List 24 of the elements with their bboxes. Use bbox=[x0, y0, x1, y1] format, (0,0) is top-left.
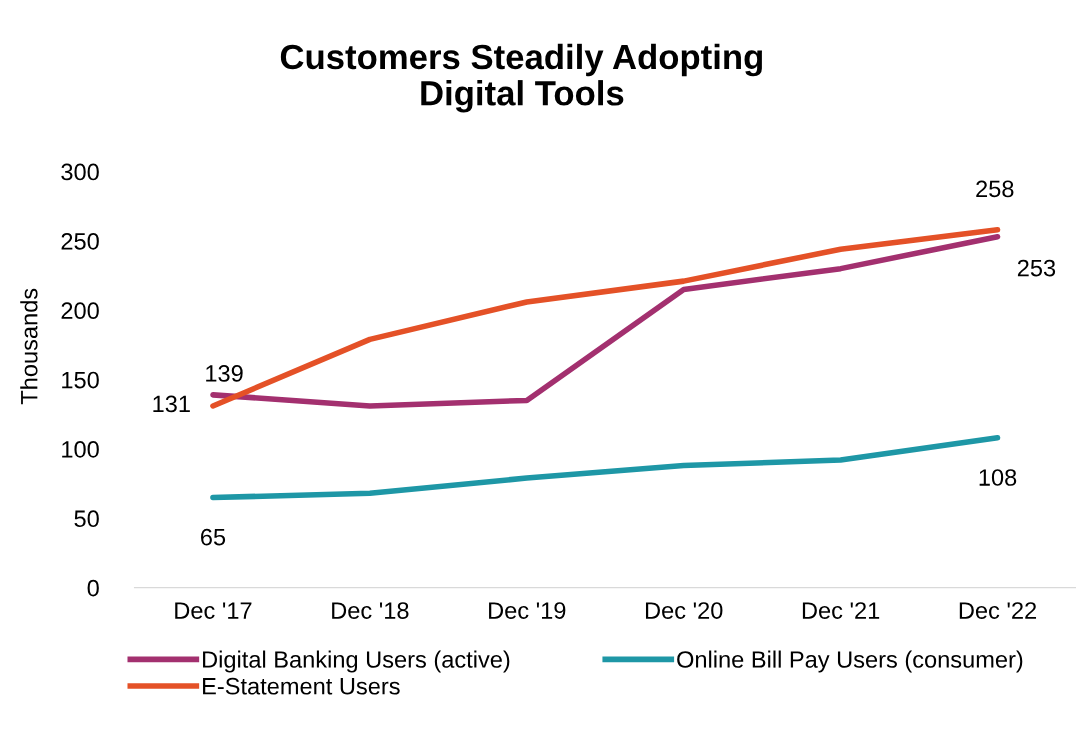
y-tick-label: 200 bbox=[61, 302, 99, 320]
y-axis-title: Thousands bbox=[20, 288, 38, 405]
x-tick-label: Dec '20 bbox=[645, 602, 723, 619]
legend-label: Online Bill Pay Users (consumer) bbox=[677, 650, 1023, 673]
data-label: 139 bbox=[206, 365, 243, 382]
x-tick-label: Dec '17 bbox=[175, 602, 252, 619]
data-label: 65 bbox=[201, 528, 226, 546]
legend-label: Digital Banking Users (active) bbox=[203, 650, 510, 673]
x-tick-label: Dec '22 bbox=[959, 602, 1037, 619]
chart-title: Customers Steadily Adopting Digital Tools bbox=[280, 43, 762, 113]
y-tick-label: 100 bbox=[62, 441, 99, 458]
data-label: 253 bbox=[1017, 259, 1056, 277]
x-tick-label: Dec '19 bbox=[489, 602, 566, 619]
y-tick-label: 150 bbox=[62, 371, 99, 389]
data-label: 108 bbox=[979, 469, 1017, 486]
data-label: 258 bbox=[976, 180, 1014, 198]
y-tick-label: 50 bbox=[74, 510, 99, 528]
x-tick-label: Dec '21 bbox=[802, 602, 880, 619]
data-label: 131 bbox=[153, 395, 190, 413]
y-tick-label: 250 bbox=[61, 232, 99, 250]
y-tick-label: 0 bbox=[87, 579, 99, 597]
legend-label: E-Statement Users bbox=[203, 677, 400, 695]
x-tick-label: Dec '18 bbox=[332, 602, 409, 619]
y-tick-label: 300 bbox=[61, 163, 99, 181]
